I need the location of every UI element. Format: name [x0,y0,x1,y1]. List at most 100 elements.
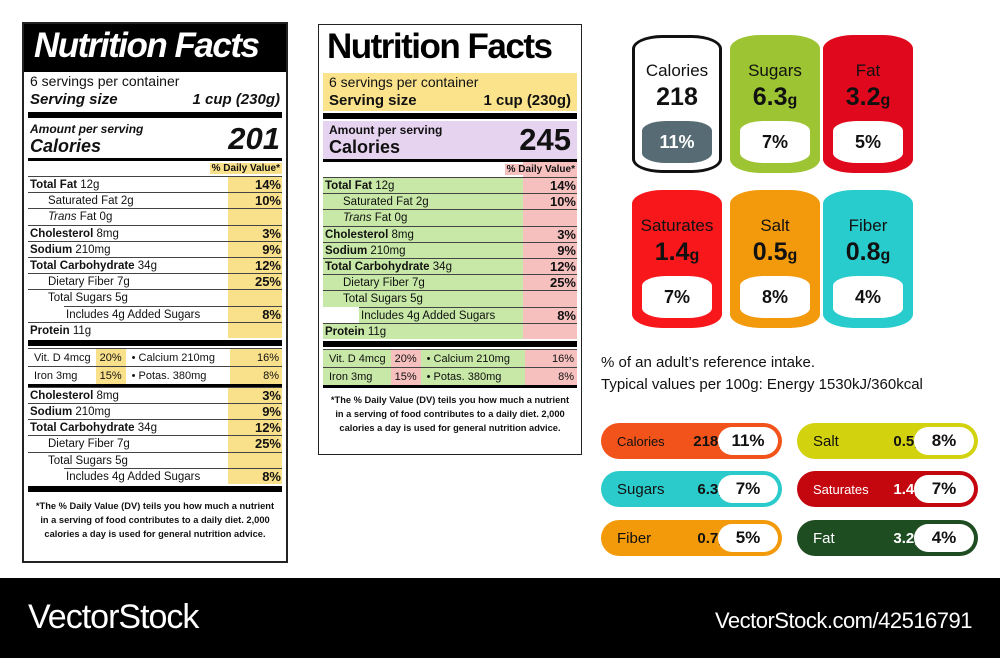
cylinder-amount: 1.4 [654,238,690,266]
brand-logo: VectorStock [28,598,199,636]
nutrient-amount: Fat 0g [79,211,113,224]
cylinder-name: Fiber [848,216,888,235]
nutrient-daily-value: 9% [262,241,281,257]
pill-amount: 0.5 [893,432,915,450]
nutrient-row: Total Sugars 5g [323,290,577,307]
cylinder-badge-calories: Calories 218 11% [632,35,722,173]
calories-labels: Amount per serving Calories [30,122,143,156]
cylinder-value: 1.4g [655,237,700,271]
cylinder-badge-fat: Fat 3.2g 5% [823,35,913,173]
cylinder-percent: 5% [833,121,903,163]
vitamin-row: Vit. D 4mcg 20% • Calcium 210mg 16% [323,348,577,367]
nutrient-daily-value [232,209,282,224]
nutrient-amount: 8mg [96,227,119,240]
divider-medium [28,158,282,161]
cylinder-badge-sugars: Sugars 6.3g 7% [730,35,820,173]
pill-amount: 6.3 [697,480,719,498]
nutrient-row: Sodium 210mg 9% [28,240,282,257]
nutrient-name: Dietary Fiber [48,276,114,289]
cylinder-percent: 7% [642,276,712,318]
vitamin-name: Vit. D 4mcg [34,351,91,364]
nutrient-amount: 11g [72,324,92,337]
nutrient-name: Cholesterol [30,227,94,240]
pill-percent: 4% [914,524,974,552]
nutrient-row: Cholesterol 8mg 3% [323,225,577,242]
cylinder-unit: g [689,247,700,264]
nutrient-name: Total Carbohydrate [30,422,135,435]
daily-value-header: % Daily Value* [28,161,282,176]
pill-percent: 5% [718,524,778,552]
nutrient-name: Dietary Fiber [48,438,114,451]
cylinder-percent: 11% [642,121,712,163]
nutrient-label: Sodium 210mg [325,243,406,258]
nutrient-daily-value: 12% [254,257,281,273]
nutrient-label: Sodium 210mg [30,242,111,257]
nutrient-amount: 12g [375,180,395,192]
nutrient-name: Trans [343,212,372,225]
nutrient-name: Sodium [325,244,368,257]
nutrient-name: Saturated Fat [48,195,118,208]
serving-size-value: 1 cup (230g) [192,91,280,108]
nutrient-name: Saturated Fat [343,196,413,209]
nutrient-label: Saturated Fat 2g [325,194,429,209]
nutrient-label: Trans Fat 0g [325,210,407,225]
cylinder-percent: 8% [740,276,810,318]
vitamin-name: Iron 3mg [329,370,373,383]
nutrient-label: Cholesterol 8mg [30,388,119,403]
cylinder-name: Salt [760,216,790,235]
pill-amount: 1.4 [893,480,915,498]
calories-labels: Amount per serving Calories [329,123,442,157]
nutrition-label-classic: Nutrition Facts 6 servings per container S… [22,22,288,563]
nutrient-daily-value: 3% [262,387,281,403]
nutrient-name: Includes 4g Added Sugars [361,309,496,322]
nutrient-daily-value [527,324,577,339]
nutrient-row: Protein 11g [323,322,577,339]
vitamin-daily-value: 20% [390,349,421,367]
typical-values-note: Typical values per 100g: Energy 1530kJ/3… [601,376,923,393]
nutrient-amount: 11g [367,325,387,338]
serving-size-value: 1 cup (230g) [483,92,571,109]
nutrient-name: Includes 4g Added Sugars [66,308,201,321]
nutrient-label: Includes 4g Added Sugars [361,308,495,323]
image-url: VectorStock.com/42516791 [714,608,973,633]
cylinder-amount: 0.5 [752,238,788,266]
nutrient-name: Includes 4g Added Sugars [66,470,201,483]
vitamin-name: Vit. D 4mcg [329,352,386,365]
label-title: Nutrition Facts [327,27,553,66]
nutrient-amount: 5g [410,293,423,306]
nutrient-amount: 12g [80,179,100,191]
nutrient-row: Total Sugars 5g [28,451,282,468]
nutrient-row: Total Carbohydrate 34g 12% [323,257,577,275]
nutrient-amount: 8mg [391,228,414,241]
nutrient-label: Dietary Fiber 7g [30,274,130,289]
nutrient-row: Total Carbohydrate 34g 12% [28,419,282,436]
pill-name: Sugars [617,480,665,498]
calories-label: Calories [30,136,102,156]
serving-size-row: Serving size 1 cup (230g) [30,90,280,110]
nutrient-daily-value [232,323,282,338]
serving-size-row: Serving size 1 cup (230g) [329,91,571,111]
nutrient-row: Total Carbohydrate 34g 12% [28,256,282,274]
servings-per-container: 6 servings per container [30,73,180,89]
cylinder-unit: g [787,247,798,264]
nutrient-daily-value: 12% [549,258,576,274]
nutrient-amount: 7g [117,276,130,289]
vitamin-row: Iron 3mg 15% • Potas. 380mg 8% [323,366,577,385]
nutrient-row: Dietary Fiber 7g 25% [323,274,577,291]
nutrient-daily-value: 8% [262,468,281,484]
nutrient-row: Protein 11g [28,321,282,338]
nutrient-row: Saturated Fat 2g 10% [28,192,282,209]
nutrient-amount: 210mg [75,406,111,419]
vitamin-daily-value: 8% [525,367,577,385]
divider-thick [28,486,282,492]
nutrient-daily-value [232,290,282,305]
calories-block: Amount per serving Calories 245 [323,121,577,159]
nutrient-amount: 34g [137,422,157,435]
divider-thick [323,113,577,119]
nutrient-label: Protein 11g [325,324,386,339]
nutrient-amount: 2g [415,196,429,209]
label-title: Nutrition Facts [24,24,286,72]
footnote: *The % Daily Value (DV) teils you how mu… [330,394,570,433]
